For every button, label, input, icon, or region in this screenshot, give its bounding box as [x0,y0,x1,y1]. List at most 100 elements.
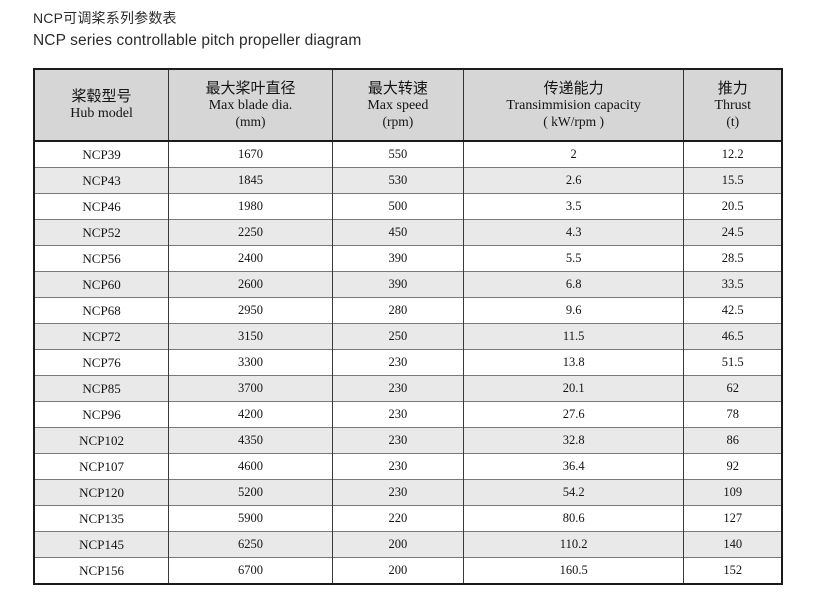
table-cell: 230 [331,375,464,402]
table-cell: 3300 [168,349,333,376]
column-header-unit: ( kW/rpm ) [543,114,604,130]
table-row: NCP56 2400 390 5.5 28.5 [34,245,782,272]
table-row: NCP156 6700 200 160.5 152 [34,557,782,584]
table-header: 桨毂型号 Hub model 最大桨叶直径 Max blade dia. (mm) 最大转… [34,69,782,142]
table-row: NCP85 3700 230 20.1 62 [34,375,782,402]
table-cell: 160.5 [462,557,684,584]
column-header: 桨毂型号 Hub model [34,69,169,142]
table-cell: 5.5 [462,245,684,272]
table-cell: 51.5 [683,349,782,376]
header-row: 桨毂型号 Hub model 最大桨叶直径 Max blade dia. (mm) 最大转… [34,69,782,142]
table-cell: 230 [331,479,464,506]
table-cell: 4600 [168,453,333,480]
table-cell: 62 [683,375,782,402]
hub-model-cell: NCP85 [34,375,169,402]
table-cell: 230 [331,349,464,376]
table-cell: 390 [331,245,464,272]
table-cell: 230 [331,427,464,454]
hub-model-cell: NCP43 [34,167,169,194]
table-cell: 200 [331,531,464,558]
column-header-en: Hub model [70,105,133,121]
table-cell: 20.1 [462,375,684,402]
hub-model-cell: NCP76 [34,349,169,376]
table-cell: 92 [683,453,782,480]
page-title-chinese: NCP可调桨系列参数表 [33,10,177,26]
column-header-en: Max blade dia. [208,97,293,113]
hub-model-cell: NCP72 [34,323,169,350]
table-cell: 4350 [168,427,333,454]
column-header: 推力 Thrust (t) [683,69,782,142]
hub-model-cell: NCP52 [34,219,169,246]
column-header-unit: (rpm) [382,114,414,130]
table-cell: 27.6 [462,401,684,428]
column-header-en: Thrust [714,97,752,113]
table-cell: 110.2 [462,531,684,558]
table-cell: 3700 [168,375,333,402]
column-header-en: Transimmision capacity [506,97,641,113]
table-cell: 230 [331,401,464,428]
table-cell: 54.2 [462,479,684,506]
table-cell: 42.5 [683,297,782,324]
page-title-english: NCP series controllable pitch propeller … [33,32,362,49]
table-cell: 230 [331,453,464,480]
column-header: 传递能力 Transimmision capacity( kW/rpm ) [462,69,684,142]
table-cell: 13.8 [462,349,684,376]
hub-model-cell: NCP96 [34,401,169,428]
table-row: NCP43 1845 530 2.6 15.5 [34,167,782,194]
table-row: NCP68 2950 280 9.6 42.5 [34,297,782,324]
table-cell: 6250 [168,531,333,558]
column-header-en: Max speed [367,97,429,113]
hub-model-cell: NCP156 [34,557,169,584]
table-cell: 24.5 [683,219,782,246]
table-body: NCP39 1670 550 2 12.2 NCP43 1845 530 2.6 15.5 NCP4… [34,140,782,584]
table-row: NCP72 3150 250 11.5 46.5 [34,323,782,350]
table-cell: 36.4 [462,453,684,480]
hub-model-cell: NCP107 [34,453,169,480]
hub-model-cell: NCP46 [34,193,169,220]
table-cell: 4.3 [462,219,684,246]
spec-table: 桨毂型号 Hub model 最大桨叶直径 Max blade dia. (mm) 最大转… [33,68,783,585]
table-cell: 1670 [168,140,333,168]
table-row: NCP135 5900 220 80.6 127 [34,505,782,532]
table-row: NCP39 1670 550 2 12.2 [34,140,782,168]
column-header-zh: 最大转速 [367,80,428,97]
hub-model-cell: NCP135 [34,505,169,532]
column-header: 最大桨叶直径 Max blade dia. (mm) [168,69,333,142]
table-cell: 3.5 [462,193,684,220]
table-cell: 390 [331,271,464,298]
table-cell: 15.5 [683,167,782,194]
table-cell: 5200 [168,479,333,506]
table-row: NCP76 3300 230 13.8 51.5 [34,349,782,376]
table-cell: 500 [331,193,464,220]
table-cell: 11.5 [462,323,684,350]
table-row: NCP145 6250 200 110.2 140 [34,531,782,558]
table-cell: 3150 [168,323,333,350]
table-cell: 127 [683,505,782,532]
table-cell: 530 [331,167,464,194]
hub-model-cell: NCP60 [34,271,169,298]
table-cell: 12.2 [683,140,782,168]
table-cell: 9.6 [462,297,684,324]
table-cell: 33.5 [683,271,782,298]
table-cell: 5900 [168,505,333,532]
table-cell: 2250 [168,219,333,246]
table-cell: 20.5 [683,193,782,220]
table-row: NCP102 4350 230 32.8 86 [34,427,782,454]
hub-model-cell: NCP68 [34,297,169,324]
table-cell: 220 [331,505,464,532]
table-cell: 28.5 [683,245,782,272]
table-row: NCP52 2250 450 4.3 24.5 [34,219,782,246]
column-header-zh: 最大桨叶直径 [205,80,296,97]
column-header-zh: 桨毂型号 [71,88,132,105]
table-cell: 152 [683,557,782,584]
table-cell: 32.8 [462,427,684,454]
table-cell: 86 [683,427,782,454]
table-cell: 109 [683,479,782,506]
table-cell: 6700 [168,557,333,584]
table-cell: 250 [331,323,464,350]
table-cell: 2950 [168,297,333,324]
hub-model-cell: NCP39 [34,140,169,168]
table-cell: 46.5 [683,323,782,350]
table-cell: 80.6 [462,505,684,532]
